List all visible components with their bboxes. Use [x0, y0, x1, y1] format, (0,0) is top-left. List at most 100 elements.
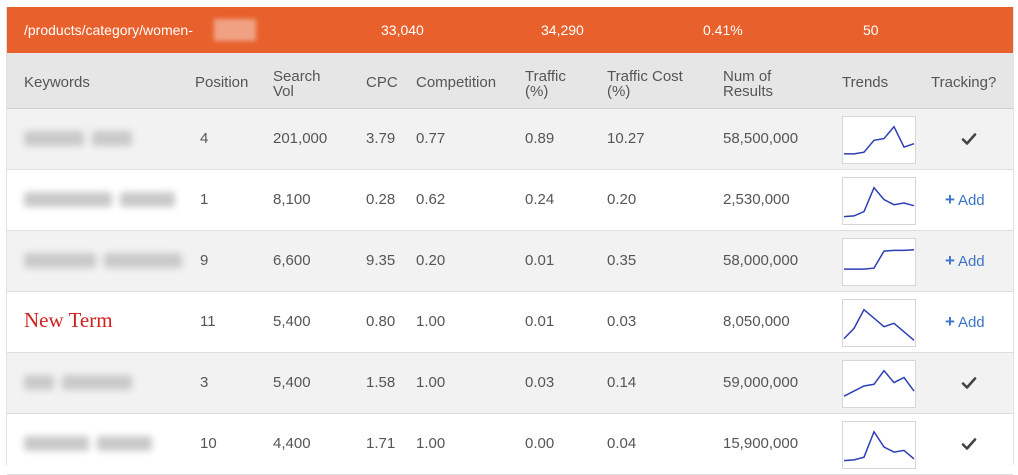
summary-search-vol: 33,040 — [381, 22, 424, 38]
checkmark-icon — [961, 375, 977, 391]
trend-sparkline — [842, 116, 916, 164]
trend-line — [844, 125, 915, 155]
traffic-cost-cell: 0.35 — [607, 252, 637, 269]
add-tracking-button[interactable]: + Add — [945, 170, 985, 231]
traffic-cost-cell: 0.20 — [607, 191, 637, 208]
search-vol-cell: 201,000 — [273, 130, 328, 147]
traffic-cell: 0.03 — [525, 374, 555, 391]
table-row: 10 4,400 1.71 1.00 0.00 0.04 15,900,000 — [7, 414, 1013, 475]
redacted-keyword — [24, 253, 96, 268]
cpc-cell: 1.71 — [366, 435, 396, 452]
table-row: 1 8,100 0.28 0.62 0.24 0.20 2,530,000 + Add — [7, 170, 1013, 231]
col-competition[interactable]: Competition — [416, 74, 497, 91]
add-tracking-button[interactable]: + Add — [945, 231, 985, 292]
traffic-cell: 0.01 — [525, 313, 555, 330]
traffic-cost-cell: 0.04 — [607, 435, 637, 452]
page-url[interactable]: /products/category/women- — [24, 22, 193, 38]
keyword-report: /products/category/women- 33,040 34,290 … — [6, 7, 1014, 475]
redacted-keyword — [24, 192, 112, 207]
cpc-cell: 3.79 — [366, 130, 396, 147]
trend-sparkline — [842, 177, 916, 225]
competition-cell: 1.00 — [416, 435, 446, 452]
num-results-cell: 15,900,000 — [723, 435, 799, 452]
traffic-cell: 0.24 — [525, 191, 555, 208]
search-vol-cell: 8,100 — [273, 191, 311, 208]
redacted-keyword — [62, 375, 132, 390]
trend-line — [843, 308, 915, 341]
add-label: Add — [957, 192, 985, 209]
col-search-vol[interactable]: Search Vol — [273, 68, 321, 100]
trend-line — [843, 369, 915, 397]
table-header: Keywords Position Search Vol CPC Competit… — [7, 53, 1013, 109]
redacted-keyword — [97, 436, 152, 451]
cpc-cell: 0.80 — [366, 313, 396, 330]
redacted-url-part — [214, 19, 256, 41]
summary-share: 0.41% — [703, 22, 743, 38]
cpc-cell: 1.58 — [366, 374, 396, 391]
trend-sparkline — [842, 299, 916, 347]
checkmark-icon — [961, 131, 977, 147]
table-row: New Term 11 5,400 0.80 1.00 0.01 0.03 8,050,000… — [7, 292, 1013, 353]
position-cell: 1 — [200, 191, 209, 208]
add-label: Add — [957, 314, 985, 331]
trend-line — [843, 186, 915, 218]
col-trends[interactable]: Trends — [842, 74, 889, 91]
position-cell: 10 — [200, 435, 217, 452]
cpc-cell: 9.35 — [366, 252, 396, 269]
num-results-cell: 58,000,000 — [723, 252, 799, 269]
traffic-cost-cell: 10.27 — [607, 130, 645, 147]
redacted-keyword — [24, 436, 89, 451]
search-vol-cell: 4,400 — [273, 435, 311, 452]
redacted-keyword — [104, 253, 182, 268]
position-cell: 3 — [200, 374, 209, 391]
col-tracking[interactable]: Tracking? — [931, 74, 997, 91]
competition-cell: 0.62 — [416, 191, 446, 208]
num-results-cell: 8,050,000 — [723, 313, 790, 330]
plus-icon: + — [945, 312, 955, 331]
position-cell: 11 — [200, 313, 216, 330]
trend-line — [844, 248, 915, 270]
redacted-keyword — [92, 131, 132, 146]
traffic-cost-cell: 0.03 — [607, 313, 637, 330]
plus-icon: + — [945, 251, 955, 270]
summary-traffic: 34,290 — [541, 22, 584, 38]
search-vol-cell: 6,600 — [273, 252, 311, 269]
competition-cell: 0.20 — [416, 252, 446, 269]
col-keywords[interactable]: Keywords — [24, 74, 90, 91]
col-traffic[interactable]: Traffic (%) — [525, 68, 566, 100]
redacted-keyword — [24, 375, 54, 390]
table-row: 9 6,600 9.35 0.20 0.01 0.35 58,000,000 + Add — [7, 231, 1013, 292]
col-position[interactable]: Position — [195, 74, 249, 91]
page-summary-bar: /products/category/women- 33,040 34,290 … — [7, 7, 1013, 53]
keyword-cell: New Term — [24, 308, 113, 332]
col-num-results[interactable]: Num of Results — [723, 68, 774, 100]
num-results-cell: 2,530,000 — [723, 191, 790, 208]
add-label: Add — [957, 253, 985, 270]
plus-icon: + — [945, 190, 955, 209]
table-row: 3 5,400 1.58 1.00 0.03 0.14 59,000,000 — [7, 353, 1013, 414]
trend-sparkline — [842, 360, 916, 408]
col-traffic-cost[interactable]: Traffic Cost (%) — [607, 68, 683, 100]
num-results-cell: 58,500,000 — [723, 130, 799, 147]
competition-cell: 1.00 — [416, 374, 446, 391]
trend-sparkline — [842, 421, 916, 469]
num-results-cell: 59,000,000 — [723, 374, 799, 391]
checkmark-icon — [961, 436, 977, 452]
redacted-keyword — [24, 131, 84, 146]
table-row: 4 201,000 3.79 0.77 0.89 10.27 58,500,000 — [7, 109, 1013, 170]
cpc-cell: 0.28 — [366, 191, 396, 208]
summary-count: 50 — [863, 22, 879, 38]
search-vol-cell: 5,400 — [273, 313, 311, 330]
add-tracking-button[interactable]: + Add — [945, 292, 985, 353]
traffic-cell: 0.89 — [525, 130, 555, 147]
traffic-cell: 0.01 — [525, 252, 555, 269]
position-cell: 9 — [200, 252, 209, 269]
position-cell: 4 — [200, 130, 209, 147]
trend-line — [843, 430, 915, 462]
col-cpc[interactable]: CPC — [366, 74, 398, 91]
competition-cell: 1.00 — [416, 313, 446, 330]
redacted-keyword — [120, 192, 175, 207]
traffic-cost-cell: 0.14 — [607, 374, 637, 391]
search-vol-cell: 5,400 — [273, 374, 311, 391]
traffic-cell: 0.00 — [525, 435, 555, 452]
